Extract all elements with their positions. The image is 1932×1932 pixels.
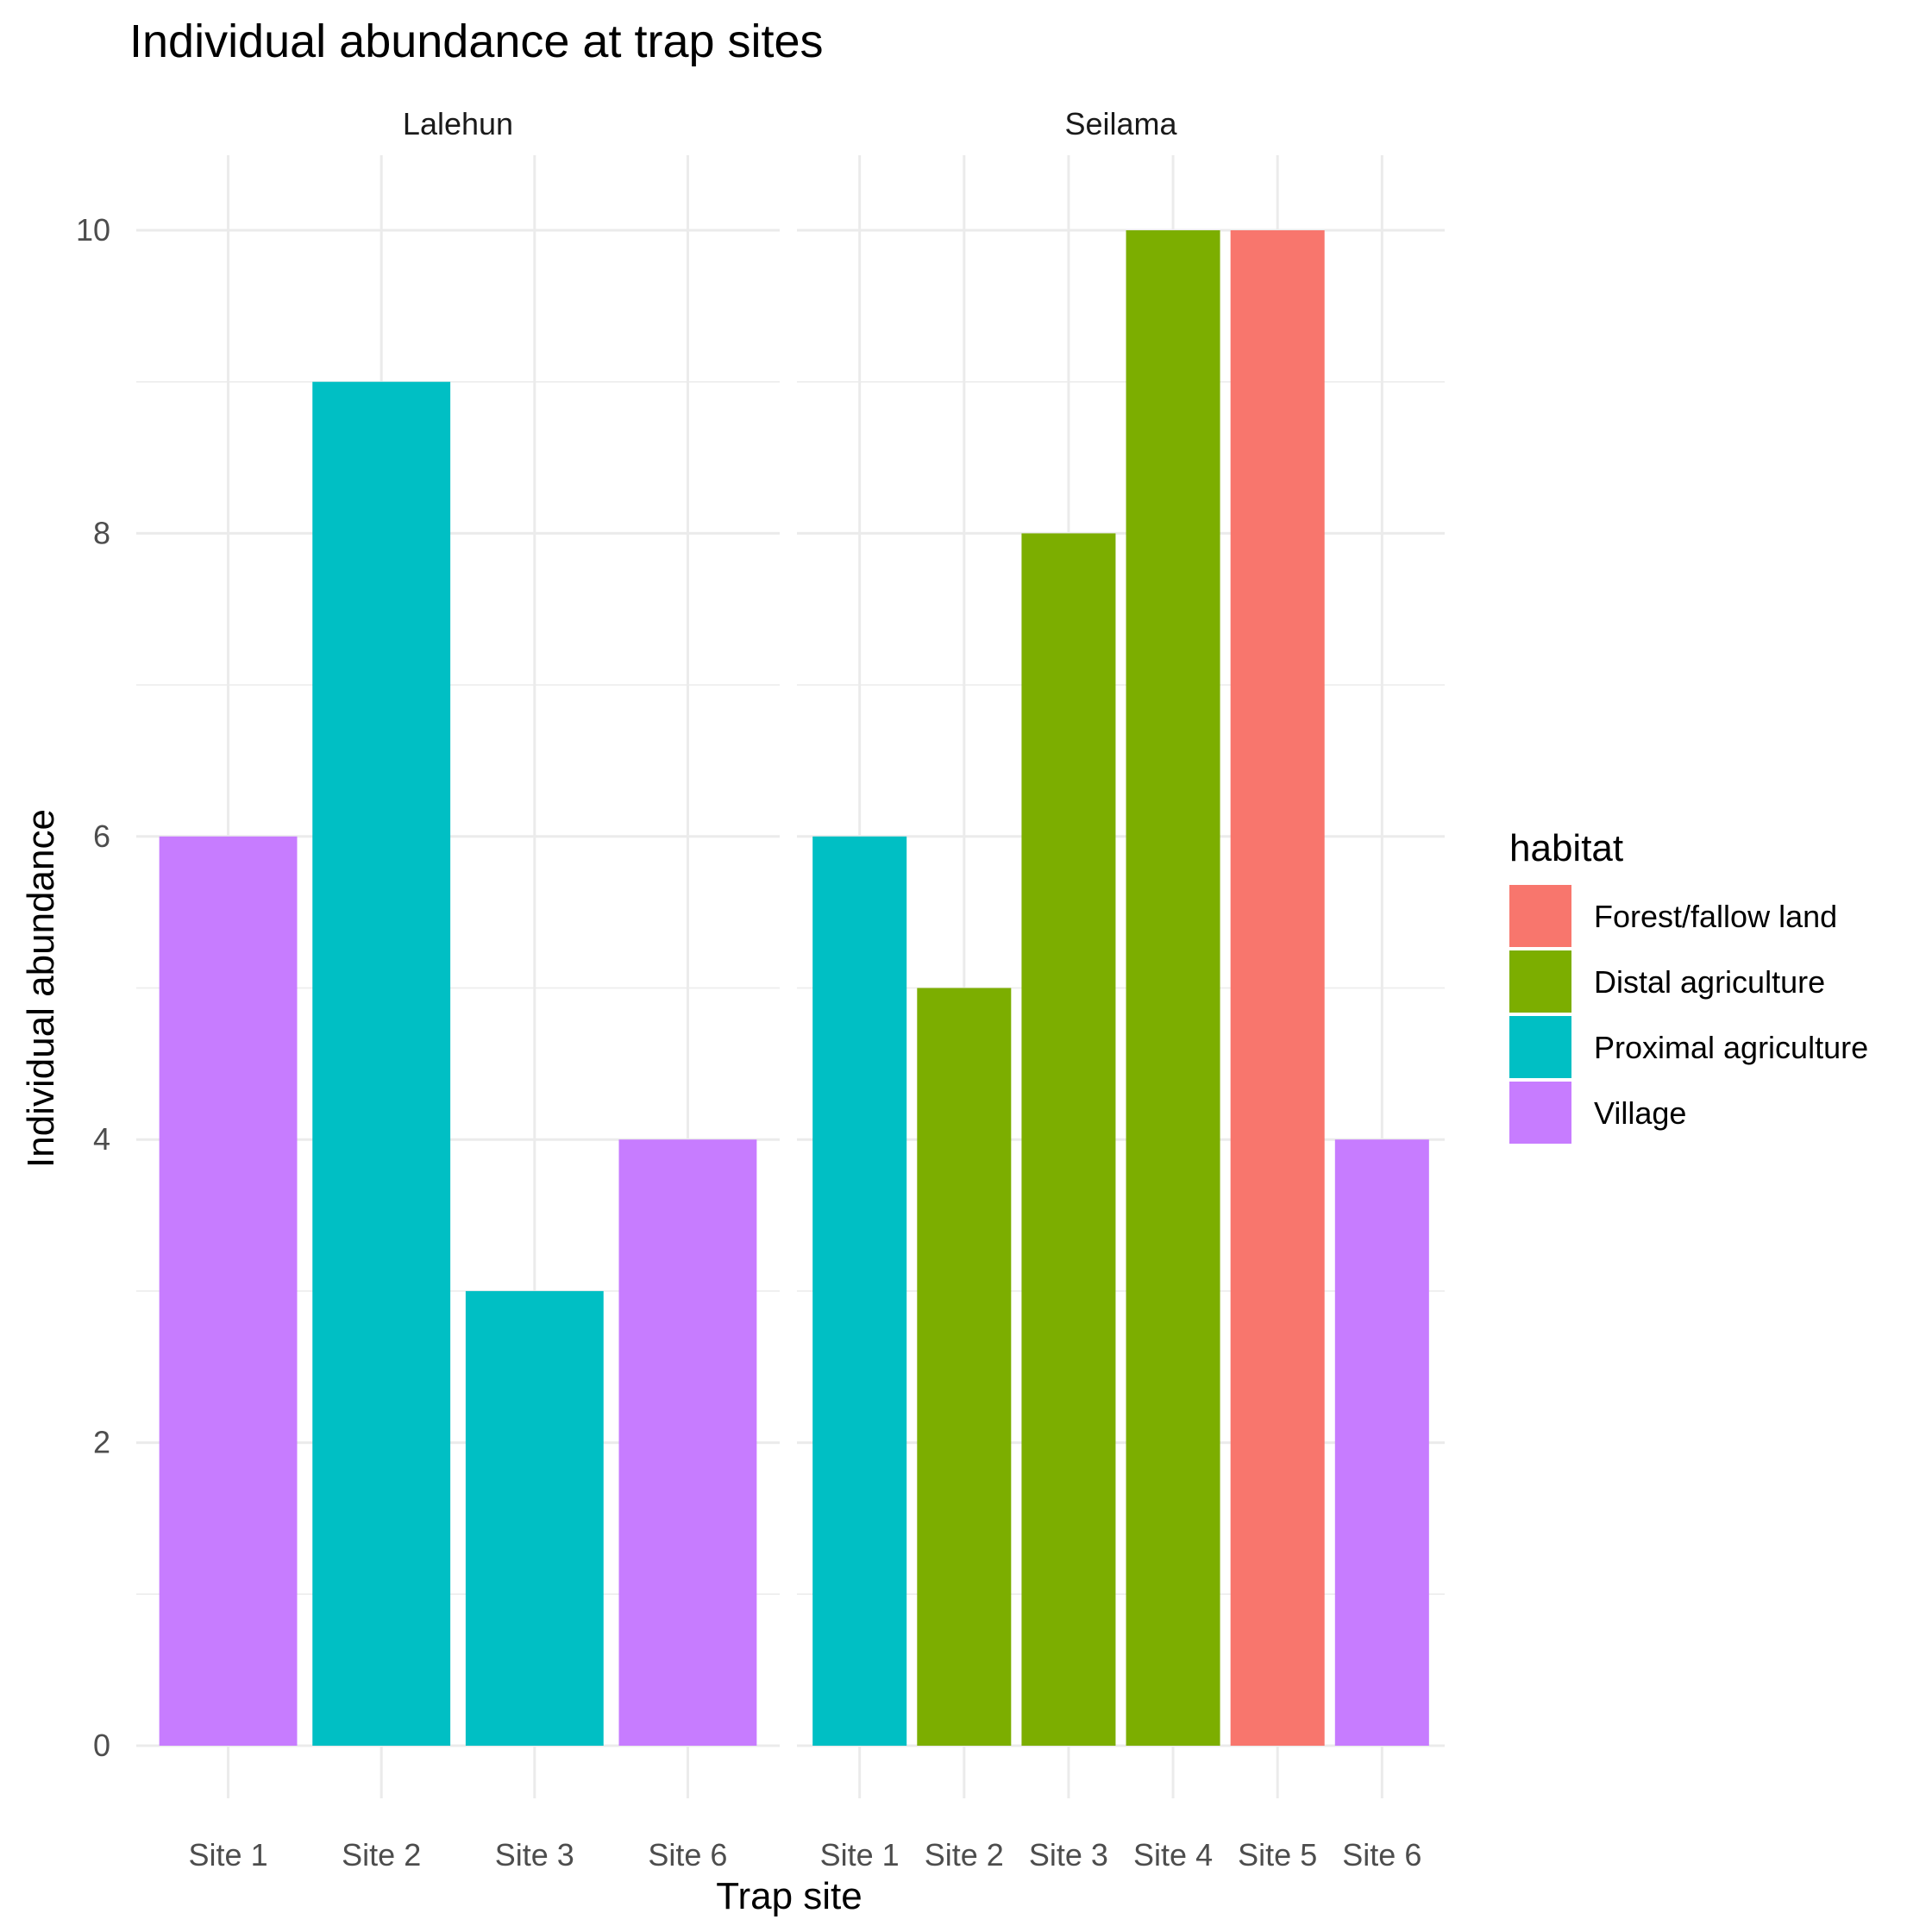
y-tick-label: 2 — [93, 1425, 110, 1460]
x-tick-label: Site 2 — [925, 1837, 1004, 1872]
bar-seilama-site-1 — [812, 836, 907, 1746]
legend-key-forest-fallow-land — [1509, 885, 1571, 947]
bar-lalehun-site-2 — [312, 381, 451, 1747]
x-tick-label: Site 6 — [1342, 1837, 1421, 1872]
legend-label: Distal agriculture — [1594, 964, 1825, 1000]
facet-panel-seilama: Seilama Site 1 Site 2 Site 3 Site 4 Site 5 Sit… — [797, 106, 1445, 1872]
x-tick-label: Site 3 — [495, 1837, 574, 1872]
facet-label: Seilama — [1064, 106, 1177, 141]
y-tick-label: 4 — [93, 1121, 110, 1157]
x-tick-label: Site 4 — [1133, 1837, 1213, 1872]
bar-seilama-site-2 — [917, 988, 1012, 1746]
legend: habitat Forest/fallow land Distal agricul… — [1509, 827, 1868, 1144]
legend-title: habitat — [1509, 827, 1623, 869]
legend-label: Proximal agriculture — [1594, 1030, 1868, 1065]
facet-panel-lalehun: Lalehun Site 1 Site 2 Site 3 Site 6 — [136, 106, 780, 1872]
x-tick-label: Site 3 — [1029, 1837, 1108, 1872]
legend-key-proximal-agriculture — [1509, 1016, 1571, 1078]
legend-label: Village — [1594, 1095, 1686, 1131]
facet-label: Lalehun — [403, 106, 513, 141]
x-tick-label: Site 5 — [1238, 1837, 1317, 1872]
y-tick-label: 6 — [93, 819, 110, 854]
y-tick-label: 8 — [93, 515, 110, 550]
y-tick-label: 10 — [76, 212, 110, 248]
bar-seilama-site-4 — [1126, 230, 1220, 1746]
x-tick-label: Site 2 — [342, 1837, 421, 1872]
x-axis-title: Trap site — [716, 1875, 862, 1917]
y-tick-label: 0 — [93, 1728, 110, 1763]
legend-key-village — [1509, 1082, 1571, 1144]
x-tick-label: Site 1 — [189, 1837, 268, 1872]
x-tick-label: Site 1 — [820, 1837, 900, 1872]
bar-lalehun-site-3 — [465, 1290, 604, 1746]
legend-label: Forest/fallow land — [1594, 899, 1837, 934]
bar-seilama-site-6 — [1334, 1139, 1429, 1746]
bar-lalehun-site-1 — [159, 836, 298, 1746]
bar-lalehun-site-6 — [618, 1139, 757, 1746]
y-axis-title: Individual abundance — [20, 809, 62, 1168]
legend-key-distal-agriculture — [1509, 950, 1571, 1013]
bar-seilama-site-3 — [1021, 533, 1116, 1746]
chart-title: Individual abundance at trap sites — [129, 16, 824, 67]
x-tick-label: Site 6 — [648, 1837, 727, 1872]
bar-seilama-site-5 — [1230, 230, 1325, 1746]
